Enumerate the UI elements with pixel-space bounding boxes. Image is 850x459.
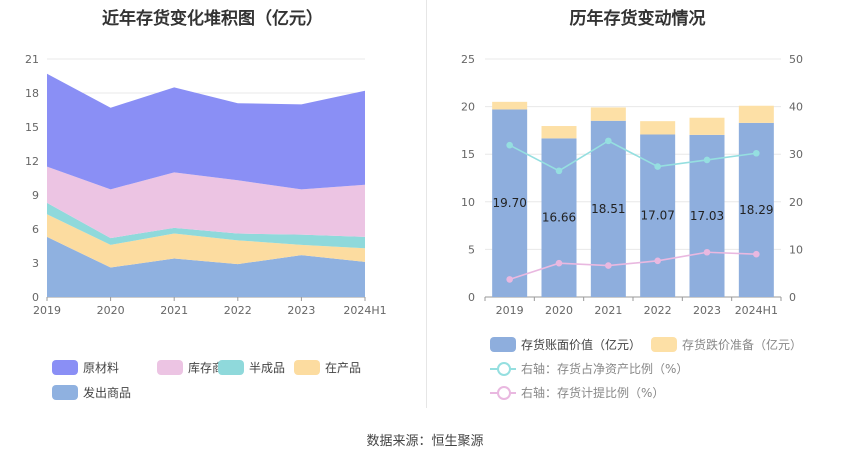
legend-swatch — [52, 385, 78, 400]
y-tick-label: 20 — [461, 101, 475, 114]
legend-label: 原材料 — [83, 361, 120, 375]
bar-impairment — [640, 121, 676, 135]
x-tick-label: 2020 — [97, 304, 125, 317]
left-chart-panel: 近年存货变化堆积图（亿元） 0 3 6 9 12 15 18 21 2019 2020 2021 20… — [0, 0, 425, 410]
legend-item[interactable]: 存货账面价值（亿元） — [490, 336, 641, 353]
legend-label: 存货账面价值（亿元） — [521, 338, 642, 352]
legend-swatch — [490, 385, 516, 400]
area-在产品 — [47, 214, 365, 268]
y2-tick-label: 40 — [789, 101, 803, 114]
area-发出商品 — [47, 236, 365, 297]
line-point — [605, 262, 612, 269]
right-chart-title: 历年存货变动情况 — [569, 9, 706, 29]
line-point — [703, 156, 711, 164]
bar-data-label: 17.07 — [640, 209, 674, 223]
line-point — [703, 248, 711, 256]
right-chart-panel: 历年存货变动情况 0 5 10 15 20 25 0 10 20 30 40 50 19.70 16.66… — [425, 0, 850, 410]
y2-tick-label: 0 — [789, 291, 796, 304]
y-tick-label: 6 — [32, 223, 39, 236]
y-tick-label: 25 — [461, 53, 475, 66]
x-tick-label: 2022 — [224, 304, 252, 317]
legend-swatch — [52, 360, 78, 375]
area-原材料 — [47, 73, 365, 190]
bar-impairment — [689, 117, 725, 135]
legend-item[interactable]: 右轴：存货占净资产比例（%） — [490, 360, 688, 377]
y-tick-label: 0 — [32, 291, 39, 304]
y-tick-label: 9 — [32, 189, 39, 202]
line-右轴：存货占净资产比例（%） — [509, 139, 757, 172]
legend-swatch — [218, 360, 244, 375]
legend-label: 右轴：存货占净资产比例（%） — [521, 362, 689, 376]
bar-data-label: 18.29 — [739, 203, 773, 217]
legend-item[interactable]: 原材料 — [52, 359, 119, 376]
bar-data-label: 18.51 — [591, 202, 625, 216]
x-tick-label: 2021 — [594, 304, 622, 317]
bar-impairment — [492, 101, 528, 110]
bar-data-label: 19.70 — [492, 196, 526, 210]
x-tick-label: 2019 — [496, 304, 524, 317]
line-point — [555, 167, 563, 175]
y-tick-label: 21 — [25, 53, 39, 66]
area-库存商品 — [47, 166, 365, 239]
legend-item[interactable]: 半成品 — [218, 359, 285, 376]
data-source-note: 数据来源：恒生聚源 — [366, 434, 484, 449]
y2-tick-label: 50 — [789, 53, 803, 66]
line-point — [506, 276, 513, 283]
bar-book-value — [492, 109, 528, 298]
legend-label: 半成品 — [249, 361, 286, 375]
panel-divider — [426, 0, 427, 408]
line-point — [605, 137, 612, 145]
y-tick-label: 15 — [461, 148, 475, 161]
legend-label: 在产品 — [325, 361, 362, 375]
stacked-area-chart: 0 3 6 9 12 15 18 21 2019 2020 2021 2022 2023 2024H1 — [25, 53, 387, 317]
line-point — [753, 250, 760, 258]
y2-tick-label: 10 — [789, 243, 803, 256]
line-point — [654, 257, 661, 265]
y-tick-label: 10 — [461, 196, 475, 209]
x-tick-label: 2024H1 — [735, 304, 778, 317]
x-tick-label: 2024H1 — [343, 304, 386, 317]
y-tick-label: 3 — [32, 257, 39, 270]
line-point — [654, 163, 661, 170]
bar-book-value — [640, 134, 676, 297]
line-右轴：存货计提比例（%） — [509, 251, 757, 281]
legend-swatch — [294, 360, 320, 375]
bar-impairment — [541, 126, 577, 139]
legend-item[interactable]: 存货跌价准备（亿元） — [651, 336, 802, 353]
legend-label: 存货跌价准备（亿元） — [682, 338, 803, 352]
line-point — [555, 259, 563, 267]
legend-label: 发出商品 — [83, 386, 132, 400]
line-point — [506, 141, 513, 149]
x-tick-label: 2020 — [545, 304, 573, 317]
y-tick-label: 0 — [468, 291, 475, 304]
legend-swatch — [490, 337, 516, 352]
bar-line-chart: 0 5 10 15 20 25 0 10 20 30 40 50 19.70 16.66 18.51 17.0… — [461, 53, 803, 317]
line-point — [753, 149, 760, 157]
bar-impairment — [590, 107, 626, 121]
legend-item[interactable]: 右轴：存货计提比例（%） — [490, 384, 664, 401]
legend-label: 右轴：存货计提比例（%） — [521, 386, 665, 400]
y-tick-label: 18 — [25, 87, 39, 100]
legend-swatch — [651, 337, 677, 352]
bar-data-label: 17.03 — [690, 209, 724, 223]
legend-item[interactable]: 发出商品 — [52, 384, 131, 401]
bar-data-label: 16.66 — [542, 211, 576, 225]
x-tick-label: 2023 — [693, 304, 721, 317]
legend-item[interactable]: 在产品 — [294, 359, 361, 376]
legend-swatch — [490, 361, 516, 376]
left-chart-title: 近年存货变化堆积图（亿元） — [102, 9, 323, 29]
x-tick-label: 2023 — [287, 304, 315, 317]
legend-swatch — [157, 360, 183, 375]
x-tick-label: 2019 — [33, 304, 61, 317]
x-tick-label: 2021 — [160, 304, 188, 317]
area-半成品 — [47, 202, 365, 249]
y-tick-label: 5 — [468, 243, 475, 256]
y2-tick-label: 20 — [789, 196, 803, 209]
bar-impairment — [738, 105, 774, 123]
y-tick-label: 12 — [25, 155, 39, 168]
y2-tick-label: 30 — [789, 148, 803, 161]
y-tick-label: 15 — [25, 121, 39, 134]
x-tick-label: 2022 — [644, 304, 672, 317]
